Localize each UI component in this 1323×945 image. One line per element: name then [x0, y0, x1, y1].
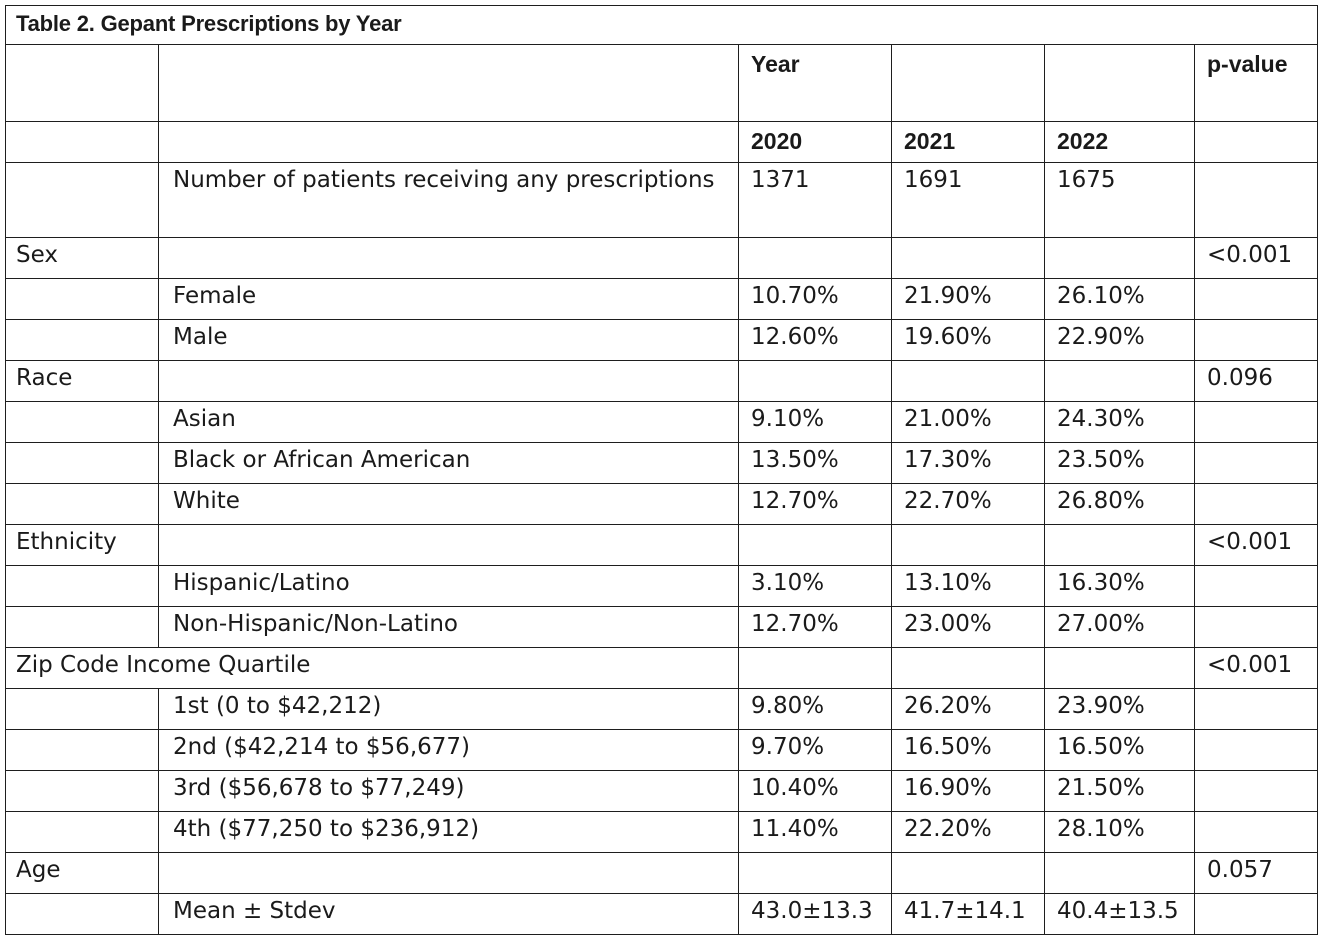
- value-2022: 16.30%: [1044, 565, 1195, 607]
- value-2021: 13.10%: [891, 565, 1045, 607]
- value-2021: 16.50%: [891, 729, 1045, 771]
- p-value: <0.001: [1193, 647, 1319, 689]
- pvalue-header: p-value: [1193, 44, 1319, 122]
- value-2021: 23.00%: [891, 606, 1045, 648]
- value-2021: 22.20%: [891, 811, 1045, 853]
- empty-cell: [158, 44, 739, 122]
- empty-cell: [5, 162, 159, 238]
- row-label: Hispanic/Latino: [158, 565, 739, 607]
- empty-cell: [1193, 121, 1319, 163]
- header-row: Year p-value: [5, 44, 1319, 122]
- patients-row: Number of patients receiving any prescri…: [5, 162, 1319, 238]
- value-2022: 23.50%: [1044, 442, 1195, 484]
- empty-cell: [5, 44, 159, 122]
- p-value: <0.001: [1193, 524, 1319, 566]
- value-2020: 11.40%: [738, 811, 892, 853]
- value-2021: 26.20%: [891, 688, 1045, 730]
- value-2021: 22.70%: [891, 483, 1045, 525]
- value-2022: 26.10%: [1044, 278, 1195, 320]
- empty-cell: [1044, 44, 1195, 122]
- year-2020-header: 2020: [738, 121, 892, 163]
- years-header-row: 2020 2021 2022: [5, 121, 1319, 163]
- table-row: 2nd ($42,214 to $56,677) 9.70% 16.50% 16…: [5, 729, 1319, 771]
- value-2020: 9.80%: [738, 688, 892, 730]
- row-label: Female: [158, 278, 739, 320]
- value-2021: 21.90%: [891, 278, 1045, 320]
- gepant-prescriptions-table: Table 2. Gepant Prescriptions by Year Ye…: [4, 5, 1319, 935]
- value-2022: 22.90%: [1044, 319, 1195, 361]
- table-row: 1st (0 to $42,212) 9.80% 26.20% 23.90%: [5, 688, 1319, 730]
- value-2020: 12.60%: [738, 319, 892, 361]
- patients-2020: 1371: [738, 162, 892, 238]
- category-row-age: Age 0.057: [5, 852, 1319, 894]
- table-row: 4th ($77,250 to $236,912) 11.40% 22.20% …: [5, 811, 1319, 853]
- table-title: Table 2. Gepant Prescriptions by Year: [4, 5, 1319, 45]
- table-row: Black or African American 13.50% 17.30% …: [5, 442, 1319, 484]
- value-2020: 3.10%: [738, 565, 892, 607]
- value-2020: 10.40%: [738, 770, 892, 812]
- value-2022: 27.00%: [1044, 606, 1195, 648]
- category-label: Age: [5, 852, 159, 894]
- empty-cell: [158, 121, 739, 163]
- patients-label: Number of patients receiving any prescri…: [158, 162, 739, 238]
- value-2021: 41.7±14.1: [891, 893, 1045, 935]
- category-label: Sex: [5, 237, 159, 279]
- value-2022: 28.10%: [1044, 811, 1195, 853]
- row-label: 4th ($77,250 to $236,912): [158, 811, 739, 853]
- row-label: Asian: [158, 401, 739, 443]
- value-2021: 19.60%: [891, 319, 1045, 361]
- category-label: Race: [5, 360, 159, 402]
- table-row: Female 10.70% 21.90% 26.10%: [5, 278, 1319, 320]
- year-2022-header: 2022: [1044, 121, 1195, 163]
- value-2022: 24.30%: [1044, 401, 1195, 443]
- p-value: 0.096: [1193, 360, 1319, 402]
- patients-2022: 1675: [1044, 162, 1195, 238]
- value-2020: 9.10%: [738, 401, 892, 443]
- value-2022: 21.50%: [1044, 770, 1195, 812]
- row-label: Male: [158, 319, 739, 361]
- row-label: Mean ± Stdev: [158, 893, 739, 935]
- value-2022: 23.90%: [1044, 688, 1195, 730]
- table-container: Table 2. Gepant Prescriptions by Year Ye…: [4, 5, 1319, 935]
- value-2021: 16.90%: [891, 770, 1045, 812]
- row-label: White: [158, 483, 739, 525]
- table-row: Male 12.60% 19.60% 22.90%: [5, 319, 1319, 361]
- category-label: Zip Code Income Quartile: [5, 647, 739, 689]
- value-2022: 40.4±13.5: [1044, 893, 1195, 935]
- category-row-sex: Sex <0.001: [5, 237, 1319, 279]
- table-row: Non-Hispanic/Non-Latino 12.70% 23.00% 27…: [5, 606, 1319, 648]
- value-2022: 26.80%: [1044, 483, 1195, 525]
- patients-2021: 1691: [891, 162, 1045, 238]
- empty-cell: [1193, 162, 1319, 238]
- p-value: <0.001: [1193, 237, 1319, 279]
- value-2022: 16.50%: [1044, 729, 1195, 771]
- row-label: Non-Hispanic/Non-Latino: [158, 606, 739, 648]
- category-row-ethnicity: Ethnicity <0.001: [5, 524, 1319, 566]
- empty-cell: [5, 121, 159, 163]
- value-2020: 10.70%: [738, 278, 892, 320]
- category-label: Ethnicity: [5, 524, 159, 566]
- category-row-income: Zip Code Income Quartile <0.001: [5, 647, 1319, 689]
- row-label: 2nd ($42,214 to $56,677): [158, 729, 739, 771]
- table-row: Hispanic/Latino 3.10% 13.10% 16.30%: [5, 565, 1319, 607]
- value-2020: 12.70%: [738, 606, 892, 648]
- table-row: Asian 9.10% 21.00% 24.30%: [5, 401, 1319, 443]
- value-2021: 17.30%: [891, 442, 1045, 484]
- row-label: Black or African American: [158, 442, 739, 484]
- value-2021: 21.00%: [891, 401, 1045, 443]
- table-row: White 12.70% 22.70% 26.80%: [5, 483, 1319, 525]
- year-header: Year: [738, 44, 892, 122]
- table-row: 3rd ($56,678 to $77,249) 10.40% 16.90% 2…: [5, 770, 1319, 812]
- row-label: 3rd ($56,678 to $77,249): [158, 770, 739, 812]
- category-row-race: Race 0.096: [5, 360, 1319, 402]
- p-value: 0.057: [1193, 852, 1319, 894]
- value-2020: 9.70%: [738, 729, 892, 771]
- empty-cell: [891, 44, 1045, 122]
- value-2020: 12.70%: [738, 483, 892, 525]
- year-2021-header: 2021: [891, 121, 1045, 163]
- value-2020: 43.0±13.3: [738, 893, 892, 935]
- row-label: 1st (0 to $42,212): [158, 688, 739, 730]
- value-2020: 13.50%: [738, 442, 892, 484]
- table-row: Mean ± Stdev 43.0±13.3 41.7±14.1 40.4±13…: [5, 893, 1319, 935]
